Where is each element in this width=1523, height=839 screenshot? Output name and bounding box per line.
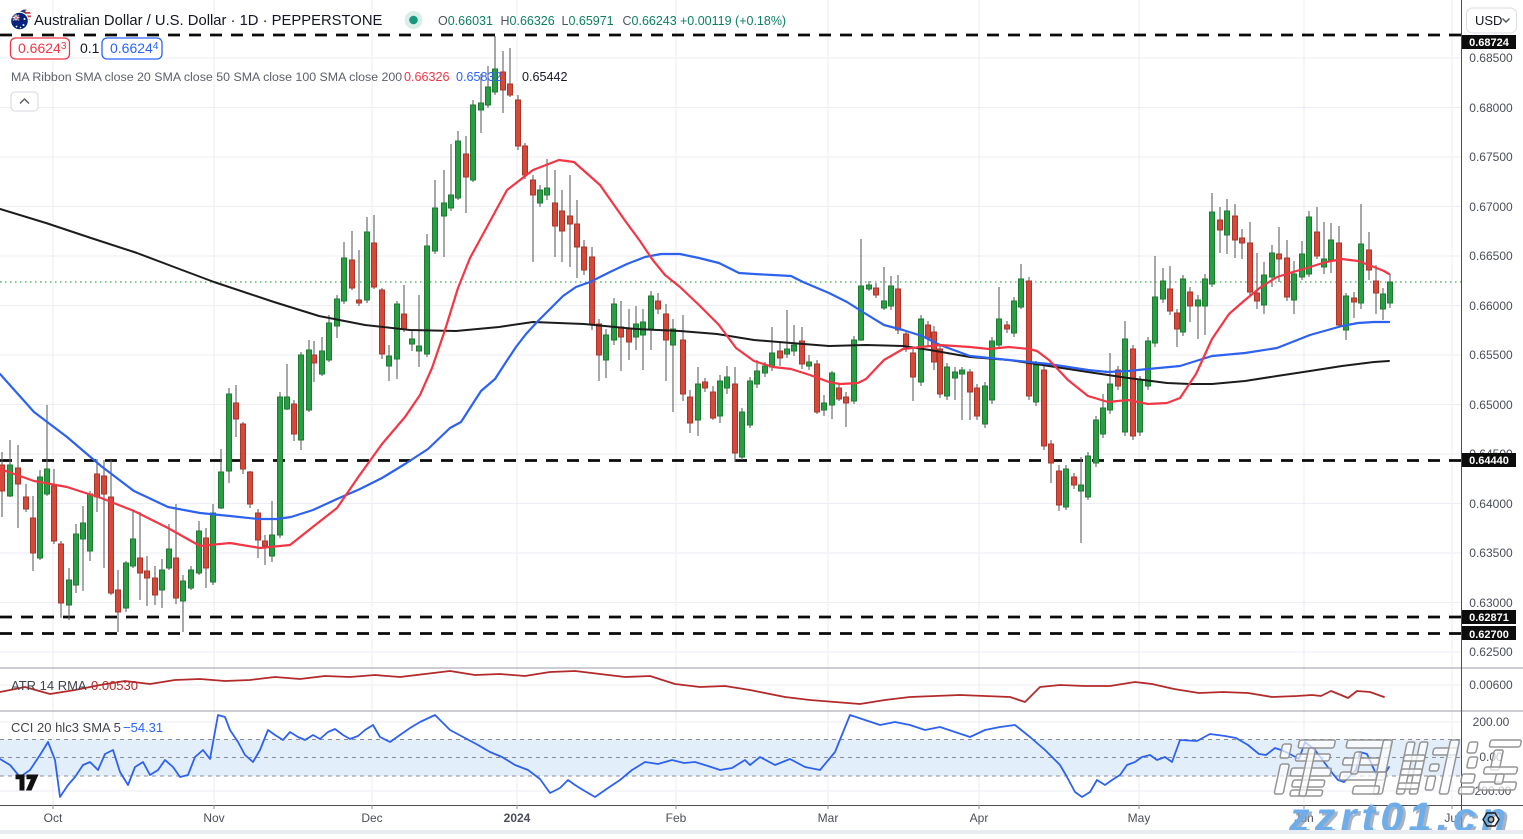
svg-text:0.68500: 0.68500	[1469, 51, 1513, 65]
svg-text:0.63000: 0.63000	[1469, 596, 1513, 610]
svg-text:Mar: Mar	[818, 811, 839, 825]
svg-text:+0.00119 (+0.18%): +0.00119 (+0.18%)	[680, 14, 786, 28]
svg-text:0.67500: 0.67500	[1469, 150, 1513, 164]
svg-text:0.62700: 0.62700	[1469, 629, 1509, 641]
svg-text:O0.66031: O0.66031	[438, 14, 493, 28]
svg-text:C0.66243: C0.66243	[623, 14, 677, 28]
svg-text:CCI 20 hlc3 SMA 5: CCI 20 hlc3 SMA 5	[11, 720, 121, 735]
svg-text:H0.66326: H0.66326	[501, 14, 555, 28]
svg-text:2024: 2024	[504, 811, 531, 825]
svg-text:MA Ribbon SMA close 20 SMA clo: MA Ribbon SMA close 20 SMA close 50 SMA …	[11, 70, 402, 84]
svg-text:0.66326: 0.66326	[404, 70, 450, 84]
svg-text:Feb: Feb	[666, 811, 687, 825]
svg-text:0.62500: 0.62500	[1469, 645, 1513, 659]
svg-text:0.00600: 0.00600	[1469, 678, 1513, 692]
svg-text:0.64000: 0.64000	[1469, 497, 1513, 511]
svg-text:Dec: Dec	[361, 811, 382, 825]
svg-text:0.67000: 0.67000	[1469, 200, 1513, 214]
svg-text:0.66243: 0.66243	[18, 40, 67, 56]
svg-text:0.65500: 0.65500	[1469, 348, 1513, 362]
svg-text:zzrt01.cn: zzrt01.cn	[1288, 794, 1511, 834]
svg-text:L0.65971: L0.65971	[562, 14, 614, 28]
svg-text:−54.31: −54.31	[123, 720, 163, 735]
svg-text:0.65442: 0.65442	[522, 70, 568, 84]
svg-text:200.00: 200.00	[1473, 715, 1510, 729]
svg-text:0.63500: 0.63500	[1469, 546, 1513, 560]
svg-text:0.65832: 0.65832	[456, 70, 502, 84]
svg-text:0.64440: 0.64440	[1469, 455, 1509, 467]
svg-text:May: May	[1128, 811, 1151, 825]
svg-text:ATR 14 RMA: ATR 14 RMA	[11, 678, 87, 693]
svg-text:0.1: 0.1	[80, 40, 100, 56]
svg-text:0.66000: 0.66000	[1469, 299, 1513, 313]
svg-text:0.66500: 0.66500	[1469, 249, 1513, 263]
svg-text:0.66244: 0.66244	[110, 40, 159, 56]
svg-text:0.00530: 0.00530	[91, 678, 138, 693]
svg-text:Oct: Oct	[44, 811, 63, 825]
svg-text:0.68724: 0.68724	[1469, 37, 1510, 49]
svg-text:Apr: Apr	[970, 811, 989, 825]
svg-text:0.68000: 0.68000	[1469, 101, 1513, 115]
svg-text:Nov: Nov	[203, 811, 224, 825]
svg-text:Australian Dollar / U.S. Dolla: Australian Dollar / U.S. Dollar · 1D · P…	[34, 13, 383, 29]
svg-text:0.62871: 0.62871	[1469, 612, 1509, 624]
svg-text:USD: USD	[1475, 13, 1502, 28]
svg-text:Jun: Jun	[1294, 811, 1313, 825]
svg-text:Jul: Jul	[1444, 811, 1459, 825]
svg-text:0.65000: 0.65000	[1469, 398, 1513, 412]
